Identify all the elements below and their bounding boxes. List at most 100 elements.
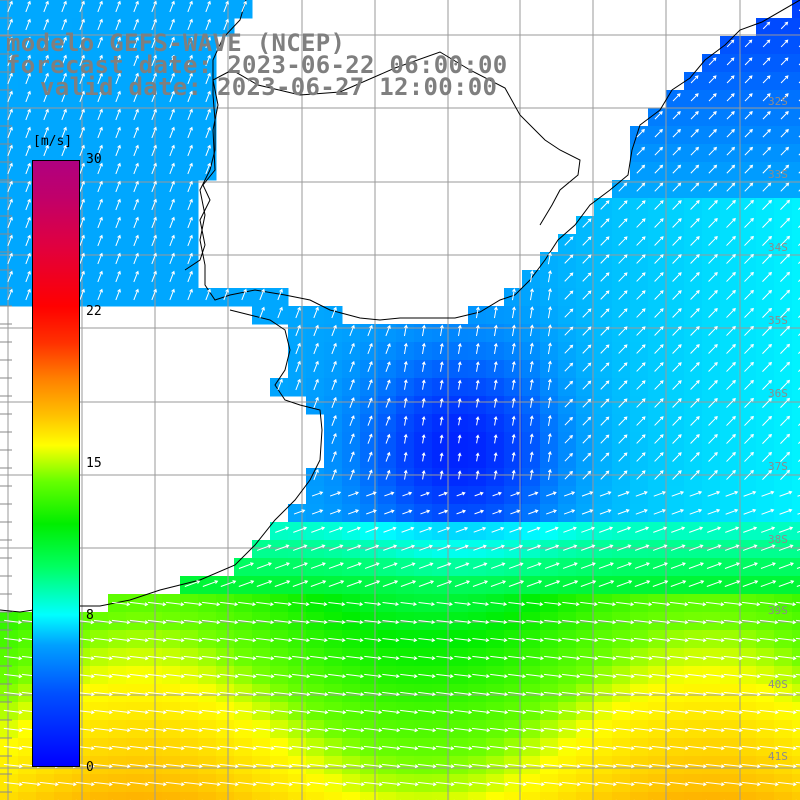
wind-vector-arrow [741,601,761,607]
wind-vector-arrow [726,397,736,408]
wind-vector-arrow [349,324,355,337]
wind-vector-arrow [651,655,671,661]
wind-vector-arrow [780,361,791,372]
wind-vector-arrow [115,36,121,49]
wind-vector-arrow [169,126,175,139]
wind-speed-cell [792,450,800,469]
wind-speed-cell [270,792,289,800]
wind-vector-arrow [382,580,399,587]
wind-vector-arrow [687,637,707,643]
wind-vector-arrow [421,324,426,337]
wind-vector-arrow [579,691,599,697]
wind-vector-arrow [403,324,408,337]
wind-vector-arrow [708,397,718,408]
wind-vector-arrow [79,216,85,229]
wind-vector-arrow [618,326,628,336]
wind-vector-arrow [385,324,391,337]
wind-vector-arrow [435,763,455,769]
wind-vector-arrow [744,182,754,192]
wind-vector-arrow [399,781,419,787]
wind-vector-arrow [295,360,301,373]
wind-vector-arrow [618,344,628,354]
wind-vector-arrow [708,289,718,300]
wind-vector-arrow [651,709,671,715]
wind-vector-arrow [544,619,562,625]
wind-vector-arrow [654,290,664,300]
wind-vector-arrow [418,673,436,679]
wind-vector-arrow [780,93,789,102]
wind-vector-arrow [183,781,203,787]
wind-vector-arrow [364,637,382,643]
wind-vector-arrow [187,144,193,157]
wind-vector-arrow [313,468,319,481]
wind-vector-arrow [454,619,472,625]
wind-vector-arrow [760,562,776,569]
wind-vector-arrow [151,288,157,301]
wind-vector-arrow [492,491,502,497]
wind-speed-cell [792,36,800,55]
wind-vector-arrow [187,198,193,211]
wind-vector-arrow [671,526,686,533]
latitude-label: 33S [768,168,788,181]
wind-vector-arrow [618,272,628,282]
wind-vector-arrow [744,343,754,354]
wind-vector-arrow [777,691,797,697]
wind-vector-arrow [636,362,646,372]
wind-vector-arrow [133,198,139,211]
wind-vector-arrow [708,469,718,480]
wind-vector-arrow [418,709,437,715]
wind-vector-arrow [385,397,391,408]
wind-vector-arrow [327,727,347,733]
wind-vector-arrow [400,637,418,643]
forecast-date: forecast date: 2023-06-22 06:00:00 [6,51,508,79]
wind-vector-arrow [690,416,700,426]
wind-vector-arrow [525,691,545,697]
wind-vector-arrow [762,39,771,48]
wind-vector-arrow [331,360,337,373]
wind-vector-arrow [327,763,347,769]
wind-vector-arrow [600,236,610,246]
wind-vector-arrow [255,655,275,661]
wind-vector-arrow [529,378,534,390]
wind-vector-arrow [759,637,779,643]
wind-vector-arrow [349,415,355,426]
wind-vector-arrow [615,619,635,625]
wind-vector-arrow [618,398,628,408]
wind-vector-arrow [439,470,444,480]
wind-vector-arrow [511,451,516,462]
wind-vector-arrow [274,655,293,661]
wind-vector-arrow [151,0,157,13]
wind-vector-arrow [778,544,794,551]
wind-vector-arrow [237,673,257,679]
wind-vector-arrow [349,342,355,355]
wind-vector-arrow [402,491,413,497]
wind-vector-arrow [795,763,800,766]
wind-vector-arrow [475,379,480,390]
wind-vector-arrow [618,200,628,210]
wind-vector-arrow [762,343,772,354]
wind-speed-cell [360,792,379,800]
wind-speed-cell [18,792,37,800]
wind-vector-arrow [129,619,149,625]
wind-vector-arrow [454,691,472,697]
wind-vector-arrow [421,434,426,444]
wind-vector-arrow [543,691,563,697]
wind-vector-arrow [529,288,534,301]
wind-vector-arrow [3,655,23,661]
wind-vector-arrow [93,673,113,679]
wind-vector-arrow [725,508,739,515]
wind-vector-arrow [385,361,391,372]
wind-vector-arrow [654,470,664,480]
wind-vector-arrow [597,691,617,697]
wind-vector-arrow [705,763,725,769]
wind-vector-arrow [472,637,490,643]
wind-vector-arrow [672,272,682,282]
wind-vector-arrow [346,619,364,625]
wind-vector-arrow [472,655,490,661]
wind-vector-arrow [151,18,157,31]
wind-vector-arrow [636,398,646,408]
wind-vector-arrow [762,217,772,228]
wind-vector-arrow [133,144,139,157]
wind-vector-arrow [672,326,682,336]
